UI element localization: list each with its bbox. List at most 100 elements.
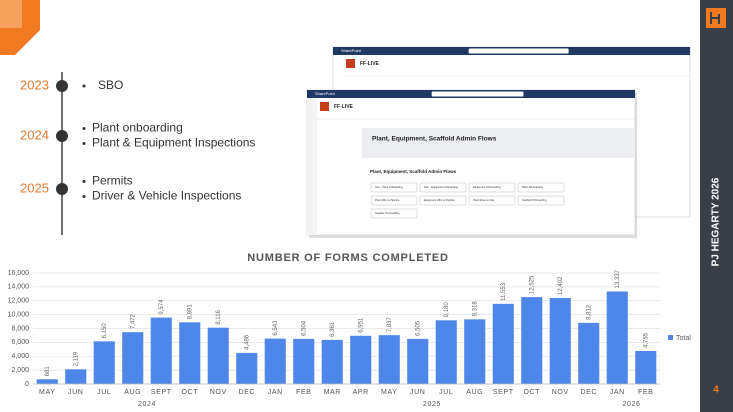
y-tick-label: 12,000 [8, 298, 30, 305]
x-tick-label: AUG [124, 389, 141, 396]
timeline-bullet: Plant onboarding [92, 121, 183, 135]
value-label: 6,504 [301, 320, 307, 336]
value-label: 9,574 [159, 299, 165, 315]
value-label: 7,472 [130, 313, 136, 329]
timeline-year: 2025 [20, 180, 49, 195]
bar [264, 338, 286, 384]
x-tick-label: JUL [97, 389, 111, 396]
timeline-dot [56, 183, 68, 195]
screenshots: SharePoint FF-LIVE SharePoint FF-LIVE Plant,… [306, 46, 691, 238]
bar [407, 338, 429, 384]
timeline-bullet: Plant & Equipment Inspections [92, 136, 255, 150]
timeline-bullet: Driver & Vehicle Inspections [92, 189, 241, 203]
flow-button [517, 195, 565, 206]
bar [521, 297, 543, 384]
bar [464, 319, 486, 384]
bar [378, 335, 400, 384]
x-group-label: 2024 [138, 401, 156, 408]
bar [179, 322, 201, 384]
x-tick-label: JUL [439, 389, 453, 396]
x-tick-label: APR [353, 389, 369, 396]
legend-swatch [668, 335, 673, 340]
bar [321, 339, 343, 384]
bar [36, 379, 58, 384]
flow-button [370, 208, 418, 219]
value-label: 2,119 [73, 351, 79, 366]
timeline-year: 2024 [20, 127, 49, 142]
flow-button [370, 182, 418, 193]
x-tick-label: SEPT [151, 389, 172, 396]
flow-button-label: Plant Off-boarding [522, 185, 544, 189]
section-title: Plant, Equipment, Scaffold Admin Flows [370, 169, 457, 174]
value-label: 6,543 [273, 320, 279, 336]
bar [122, 332, 144, 384]
flow-button-label: Supplier On-boarding [375, 211, 400, 215]
window [306, 89, 636, 236]
bar [150, 317, 172, 384]
timeline-bullet: SBO [98, 78, 123, 92]
y-tick-label: 16,000 [8, 270, 30, 277]
y-tick-label: 8,000 [11, 325, 29, 332]
x-tick-label: MAY [39, 389, 55, 396]
flow-button [468, 195, 516, 206]
y-tick-label: 6,000 [11, 339, 29, 346]
search-box [431, 91, 524, 97]
value-label: 4,486 [244, 334, 250, 350]
bar [635, 351, 657, 384]
x-tick-label: NOV [210, 389, 227, 396]
bar [578, 322, 600, 384]
flow-button [370, 195, 418, 206]
bar [207, 327, 229, 384]
logo-glyph [710, 12, 720, 24]
value-label: 6,150 [102, 323, 108, 339]
flow-button-label: Plant Affix to Pipeline [375, 198, 400, 202]
y-tick-label: 2,000 [11, 367, 29, 374]
flow-button-label: Equipment Off-boarding [473, 185, 501, 189]
value-label: 13,337 [615, 269, 621, 288]
bar [549, 297, 571, 384]
bar [293, 338, 315, 384]
y-tick-label: 0 [25, 381, 29, 388]
flow-button [419, 195, 467, 206]
x-tick-label: FEB [638, 389, 653, 396]
timeline-bullet: Permits [92, 174, 133, 188]
bar [435, 320, 457, 384]
bullet [82, 84, 86, 88]
bar [65, 369, 87, 384]
flow-button-label: Plant Move to Site [473, 198, 495, 202]
brand: PJ HEGARTY 2026 [711, 177, 722, 266]
app-name: SharePoint [315, 91, 336, 96]
x-tick-label: MAR [324, 389, 341, 396]
y-tick-label: 4,000 [11, 353, 29, 360]
flow-button-label: Scaffold Off-boarding [522, 198, 547, 202]
y-tick-label: 14,000 [8, 284, 30, 291]
x-tick-label: JUN [410, 389, 425, 396]
x-tick-label: FEB [296, 389, 311, 396]
value-label: 6,361 [330, 321, 336, 337]
value-label: 8,812 [586, 304, 592, 320]
x-tick-label: JUN [68, 389, 83, 396]
x-tick-label: AUG [466, 389, 483, 396]
x-tick-label: JAN [268, 389, 283, 396]
value-label: 11,553 [501, 282, 507, 301]
value-label: 9,180 [444, 302, 450, 318]
bar [350, 335, 372, 384]
page-title: Plant, Equipment, Scaffold Admin Flows [372, 136, 497, 143]
flow-button-label: Gen - Plant Onboarding [375, 185, 403, 189]
bullet [82, 142, 86, 145]
x-tick-label: NOV [552, 389, 569, 396]
timeline-dot [56, 80, 68, 92]
value-label: 6,951 [358, 317, 364, 333]
bullet [82, 180, 86, 183]
x-tick-label: OCT [181, 389, 198, 396]
flow-button [517, 182, 565, 193]
x-tick-label: OCT [523, 389, 540, 396]
bar [93, 341, 115, 384]
x-tick-label: SEPT [493, 389, 514, 396]
nav-panel [307, 98, 317, 235]
value-label: 12,525 [529, 275, 535, 294]
app-name: SharePoint [341, 48, 362, 53]
bar [606, 291, 628, 384]
x-tick-label: MAY [381, 389, 397, 396]
flow-button-label: Gen - Equipment Onboarding [424, 185, 458, 189]
